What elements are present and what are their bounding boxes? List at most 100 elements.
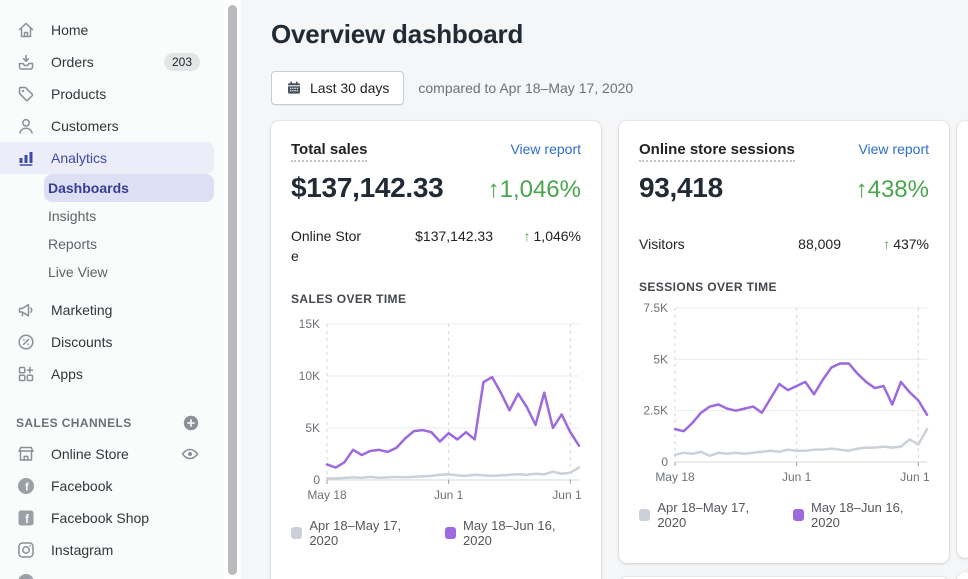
sidebar-subitem-insights[interactable]: Insights: [0, 202, 214, 230]
breakdown-value: $137,142.33: [415, 228, 493, 244]
sessions-column: Online store sessions View report 93,418…: [619, 121, 949, 579]
svg-text:0: 0: [661, 455, 668, 469]
breakdown-value: 88,009: [798, 236, 841, 252]
orders-icon: [16, 52, 36, 72]
sales-chart-heading: SALES OVER TIME: [291, 292, 407, 306]
card-partial: [957, 572, 968, 579]
sidebar-item-instagram[interactable]: Instagram: [0, 534, 214, 566]
total-sales-card: Total sales View report $137,142.33 ↑1,0…: [271, 121, 601, 579]
svg-text:5K: 5K: [653, 352, 668, 366]
sidebar-item-analytics[interactable]: Analytics: [0, 142, 214, 174]
sidebar-item-orders[interactable]: Orders 203: [0, 46, 214, 78]
channel-icon: [16, 572, 36, 579]
online-store-icon: [16, 444, 36, 464]
legend-item-current: May 18–Jun 16, 2020: [792, 500, 929, 530]
svg-text:0: 0: [313, 473, 320, 487]
svg-text:2.5K: 2.5K: [643, 404, 668, 418]
total-sales-value: $137,142.33: [291, 172, 444, 203]
facebook-icon: f: [16, 476, 36, 496]
svg-text:Jun 1: Jun 1: [782, 470, 812, 484]
sidebar-item-products[interactable]: Products: [0, 78, 214, 110]
total-sales-title[interactable]: Total sales: [291, 141, 368, 162]
legend-swatch-purple: [444, 527, 456, 539]
sessions-value: 93,418: [639, 172, 723, 203]
date-range-button[interactable]: Last 30 days: [271, 71, 405, 105]
sidebar-item-facebook-shop[interactable]: f Facebook Shop: [0, 502, 214, 534]
sessions-chart-heading: SESSIONS OVER TIME: [639, 280, 777, 294]
sidebar-item-facebook[interactable]: f Facebook: [0, 470, 214, 502]
sidebar-item-label: Facebook: [51, 478, 113, 494]
legend-item-previous: Apr 18–May 17, 2020: [639, 500, 775, 530]
svg-text:7.5K: 7.5K: [643, 301, 668, 315]
compared-to-text: compared to Apr 18–May 17, 2020: [418, 80, 634, 96]
sidebar-item-customers[interactable]: Customers: [0, 110, 214, 142]
card-partial: [957, 121, 968, 558]
eye-icon[interactable]: [180, 444, 200, 464]
sidebar-item-label: Home: [51, 22, 89, 38]
legend-swatch-gray: [291, 527, 303, 539]
sessions-delta: ↑438%: [855, 176, 929, 203]
date-range-label: Last 30 days: [310, 80, 390, 96]
main-content: Overview dashboard Last 30 days compared…: [241, 0, 968, 579]
sidebar: Home Orders 203 Products Customers: [0, 0, 241, 579]
sidebar-item-label: Discounts: [51, 334, 113, 350]
sidebar-subitem-dashboards[interactable]: Dashboards: [44, 174, 214, 202]
home-icon: [16, 20, 36, 40]
sessions-over-time-chart: 0 2.5K 5K 7.5K May 18 Jun 1 Jun 15: [643, 301, 929, 484]
sidebar-subitem-label: Live View: [48, 264, 108, 280]
legend-item-previous: Apr 18–May 17, 2020: [291, 518, 427, 548]
cards-row: Total sales View report $137,142.33 ↑1,0…: [271, 121, 968, 579]
svg-text:Jun 15: Jun 15: [552, 488, 581, 502]
view-report-link[interactable]: View report: [510, 141, 581, 157]
instagram-icon: [16, 540, 36, 560]
calendar-icon: [286, 80, 302, 96]
sidebar-scrollbar-thumb[interactable]: [228, 5, 237, 575]
sidebar-nav: Home Orders 203 Products Customers: [0, 0, 224, 579]
dashboard-controls: Last 30 days compared to Apr 18–May 17, …: [271, 71, 968, 105]
svg-text:Jun 1: Jun 1: [434, 488, 464, 502]
sidebar-item-label: Online Store: [51, 446, 129, 462]
facebook-shop-icon: f: [16, 508, 36, 528]
up-arrow-icon: ↑: [883, 236, 891, 252]
sidebar-scrollbar: [224, 0, 241, 579]
up-arrow-icon: ↑: [523, 228, 531, 244]
sidebar-item-online-store[interactable]: Online Store: [0, 438, 214, 470]
sidebar-item-marketing[interactable]: Marketing: [0, 294, 214, 326]
sidebar-item-discounts[interactable]: Discounts: [0, 326, 214, 358]
breakdown-label: Visitors: [639, 236, 685, 252]
sidebar-item-apps[interactable]: Apps: [0, 358, 214, 390]
svg-text:15K: 15K: [299, 317, 320, 331]
sessions-chart-legend: Apr 18–May 17, 2020 May 18–Jun 16, 2020: [639, 500, 929, 530]
apps-icon: [16, 364, 36, 384]
sidebar-item-label: Marketing: [51, 302, 113, 318]
sidebar-item-next-channel-cutoff[interactable]: [0, 566, 214, 579]
breakdown-row: Visitors 88,009 ↑ 437%: [639, 234, 929, 254]
sidebar-subitem-label: Dashboards: [48, 180, 129, 196]
sidebar-subitem-label: Insights: [48, 208, 97, 224]
sidebar-subitem-live-view[interactable]: Live View: [0, 258, 214, 286]
card-partial: [619, 577, 949, 579]
svg-text:May 18: May 18: [655, 470, 695, 484]
sidebar-item-label: Analytics: [51, 150, 108, 166]
svg-text:10K: 10K: [299, 369, 320, 383]
breakdown-label: Online Store: [291, 228, 362, 264]
sidebar-subitem-label: Reports: [48, 236, 98, 252]
svg-text:May 18: May 18: [307, 488, 347, 502]
svg-text:f: f: [25, 482, 29, 494]
breakdown-row: Online Store $137,142.33 ↑ 1,046%: [291, 226, 581, 266]
discounts-icon: [16, 332, 36, 352]
customers-icon: [16, 116, 36, 136]
view-report-link[interactable]: View report: [858, 141, 929, 157]
sidebar-item-label: Facebook Shop: [51, 510, 150, 526]
svg-text:5K: 5K: [305, 421, 320, 435]
sales-chart-legend: Apr 18–May 17, 2020 May 18–Jun 16, 2020: [291, 518, 581, 548]
sidebar-item-home[interactable]: Home: [0, 14, 214, 46]
add-sales-channel-button[interactable]: [182, 414, 200, 432]
products-icon: [16, 84, 36, 104]
page-title: Overview dashboard: [271, 19, 524, 49]
sidebar-subitem-reports[interactable]: Reports: [0, 230, 214, 258]
sessions-title[interactable]: Online store sessions: [639, 141, 795, 162]
sidebar-item-label: Products: [51, 86, 107, 102]
total-sales-delta: ↑1,046%: [487, 176, 581, 203]
sidebar-item-label: Instagram: [51, 542, 114, 558]
